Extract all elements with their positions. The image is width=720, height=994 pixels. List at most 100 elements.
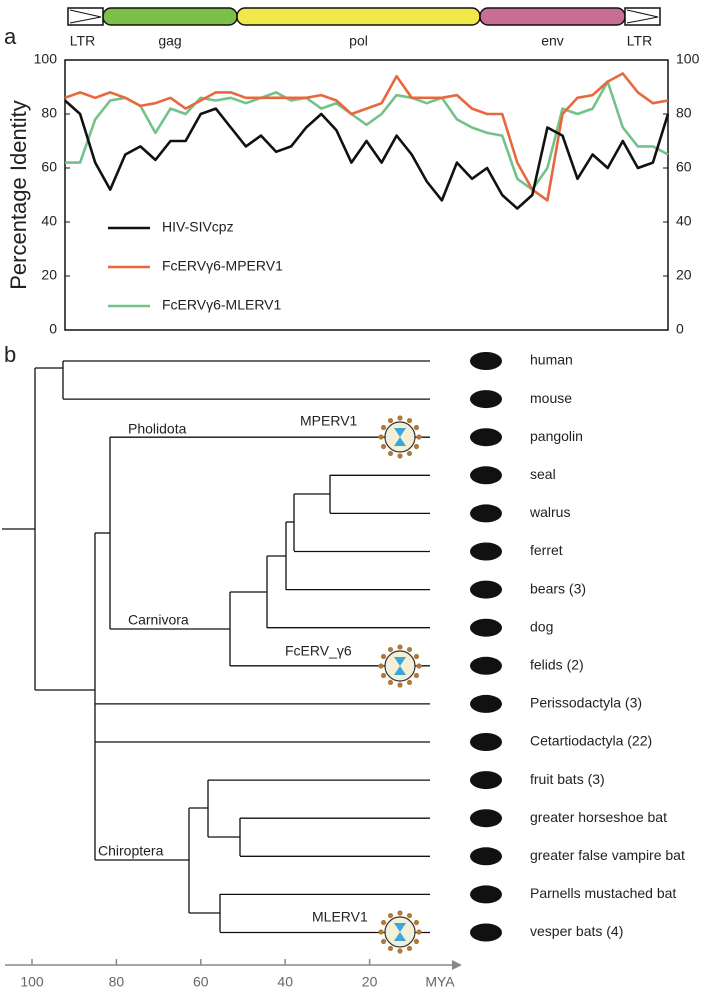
animal-icon [470,542,502,561]
leaf-label: felids (2) [530,657,584,673]
virus-capsid [384,421,416,453]
y-tick-label: 80 [41,105,57,121]
genome-label: LTR [70,33,95,49]
virus-core [394,657,406,675]
animal-icon [470,847,502,866]
virus-spike [380,653,387,660]
virus-core [394,428,406,446]
y-tick-label: 80 [676,105,692,121]
virus-capsid [384,916,416,948]
animal-icon [470,352,502,370]
leaf-label: greater false vampire bat [530,847,685,863]
y-tick-label: 20 [41,267,57,283]
virus-spike [416,434,422,440]
y-tick-label: 40 [676,213,692,229]
virus-spike [380,938,387,945]
virus-spike [380,919,387,926]
leaf-label: mouse [530,390,572,406]
x-tick-label: 100 [20,974,44,990]
virus-spike [378,663,384,669]
legend-label: HIV-SIVcpz [162,219,234,235]
animal-icon [470,504,502,523]
leaf-label: vesper bats (4) [530,923,623,939]
y-axis-label: Percentage Identity [6,100,31,290]
genome-segment [236,7,481,26]
virus-spike [380,424,387,431]
ltr-mark [69,9,102,24]
data-line [64,72,669,202]
virus-spike [406,912,413,919]
animal-icon [470,580,502,599]
clade-label: Chiroptera [98,843,164,859]
virus-spike [413,443,420,450]
virus-label: MPERV1 [300,413,358,429]
virus-spike [378,434,384,440]
x-tick-label: 60 [193,974,209,990]
virus-core [394,923,406,941]
x-tick-label: 40 [277,974,293,990]
virus-spike [406,417,413,424]
virus-label: FcERV_γ6 [285,643,352,659]
animal-icon [470,771,502,790]
leaf-label: Perissodactyla (3) [530,695,642,711]
virus-icon [378,415,422,459]
animal-icon [470,656,502,675]
animal-icon [470,885,502,904]
leaf-label: Parnells mustached bat [530,885,676,901]
leaf-label: dog [530,618,553,634]
virus-spike [397,415,403,421]
leaf-label: greater horseshoe bat [530,809,667,825]
ltr-mark [626,9,659,24]
virus-spike [397,910,403,916]
virus-spike [413,938,420,945]
y-tick-label: 20 [676,267,692,283]
animal-icon [470,428,502,447]
genome-segment [102,7,238,26]
virus-spike [387,646,394,653]
legend-label: FcERVγ6-MLERV1 [162,297,282,313]
virus-spike [397,682,403,688]
data-line [64,99,670,210]
clade-label: Carnivora [128,612,189,628]
y-tick-label: 60 [676,159,692,175]
virus-spike [378,929,384,935]
legend-label: FcERVγ6-MPERV1 [162,258,283,274]
virus-spike [406,450,413,457]
leaf-label: seal [530,466,556,482]
leaf-label: fruit bats (3) [530,771,605,787]
y-tick-label: 60 [41,159,57,175]
axis-arrow [452,960,462,970]
panel-label: b [4,342,16,367]
virus-spike [387,912,394,919]
virus-spike [387,945,394,952]
leaf-label: ferret [530,542,563,558]
animal-icon [470,809,502,828]
y-tick-label: 100 [676,51,700,67]
genome-label: pol [349,33,368,49]
leaf-label: human [530,352,573,368]
virus-capsid [384,650,416,682]
genome-segment [479,7,626,26]
genome-label: env [541,33,564,49]
virus-spike [413,424,420,431]
genome-label: LTR [627,33,652,49]
virus-spike [387,679,394,686]
virus-spike [416,663,422,669]
animal-icon [470,923,502,942]
plot-frame [64,59,669,331]
virus-spike [416,929,422,935]
virus-spike [387,417,394,424]
genome-label: gag [158,33,181,49]
virus-icon [378,910,422,954]
y-tick-label: 40 [41,213,57,229]
virus-spike [406,646,413,653]
virus-spike [397,453,403,459]
x-tick-label: 80 [109,974,125,990]
virus-spike [397,644,403,650]
animal-icon [470,733,502,751]
axis-unit: MYA [425,974,455,990]
virus-spike [413,919,420,926]
animal-icon [470,466,502,485]
